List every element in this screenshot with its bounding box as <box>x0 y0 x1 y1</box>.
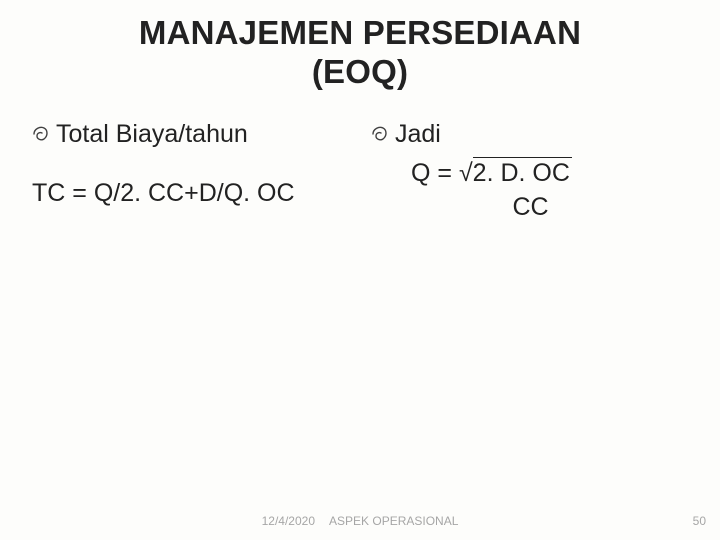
radical-sign: √ <box>459 159 473 187</box>
radicand-text: 2. D. OC <box>473 159 570 187</box>
swirl-bullet-icon <box>371 125 389 143</box>
page-number: 50 <box>693 514 706 528</box>
column-left: Total Biaya/tahun TC = Q/2. CC+D/Q. OC <box>30 116 351 227</box>
footer-label: ASPEK OPERASIONAL <box>329 514 458 528</box>
slide: MANAJEMEN PERSEDIAAN (EOQ) Total Biaya/t… <box>0 0 720 540</box>
radicand: 2. D. OC <box>473 155 570 193</box>
vinculum-line <box>473 157 572 158</box>
cc-denominator: CC <box>371 189 690 227</box>
footer-date: 12/4/2020 <box>262 514 315 528</box>
content-columns: Total Biaya/tahun TC = Q/2. CC+D/Q. OC J… <box>30 116 690 227</box>
tc-formula: TC = Q/2. CC+D/Q. OC <box>32 175 351 213</box>
q-prefix: Q = <box>411 159 459 187</box>
title-line-2: (EOQ) <box>312 53 408 90</box>
bullet-total-biaya: Total Biaya/tahun <box>32 116 351 154</box>
title-line-1: MANAJEMEN PERSEDIAAN <box>139 14 581 51</box>
bullet-text-left: Total Biaya/tahun <box>56 116 351 154</box>
bullet-text-right: Jadi <box>395 116 690 154</box>
q-formula: Q = √ 2. D. OC <box>371 155 690 193</box>
bullet-jadi: Jadi <box>371 116 690 154</box>
footer: 12/4/2020 ASPEK OPERASIONAL <box>0 514 720 528</box>
page-title: MANAJEMEN PERSEDIAAN (EOQ) <box>30 14 690 92</box>
swirl-bullet-icon <box>32 125 50 143</box>
column-right: Jadi Q = √ 2. D. OC CC <box>371 116 690 227</box>
